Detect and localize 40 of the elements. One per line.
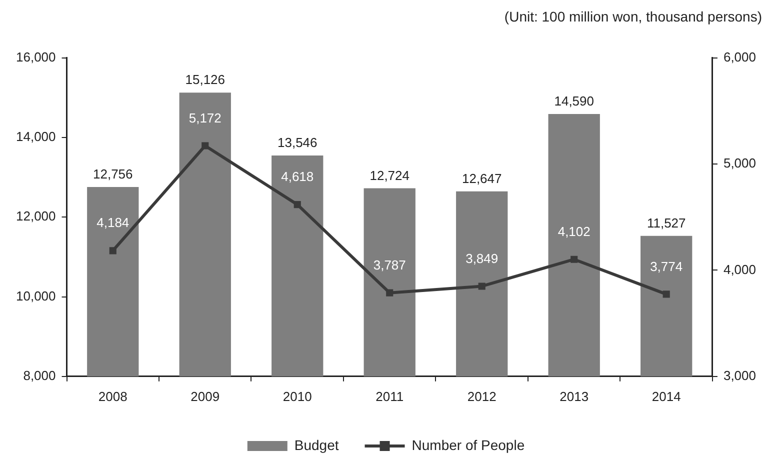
point [386,289,394,296]
point [478,282,486,290]
point [570,256,578,263]
y-tick-label: 10,000 [16,288,56,304]
data-label: 12,647 [462,170,502,186]
data-label: 13,546 [277,135,318,150]
y-tick-label: 12,000 [16,208,56,224]
data-label: 4,102 [558,224,590,239]
point [109,247,116,254]
point [294,201,301,208]
data-label: 12,724 [370,168,410,183]
legend-label: Budget [294,436,339,453]
x-tick-label: 2013 [560,388,589,404]
data-label: 12,756 [93,166,133,182]
y-tick-label: 14,000 [16,129,56,144]
y2-tick-label: 5,000 [723,156,756,171]
data-label: 4,184 [96,215,130,230]
data-label: 3,849 [466,250,498,266]
legend-label: Number of People [412,436,525,453]
y-tick-label: 8,000 [23,368,56,383]
x-tick-label: 2012 [467,388,496,404]
data-label: 11,527 [646,216,686,231]
y2-tick-label: 6,000 [723,49,756,64]
point [202,142,209,150]
data-label: 15,126 [185,72,226,88]
data-label: 3,787 [373,257,406,272]
y-tick-label: 16,000 [16,49,56,64]
y2-tick-label: 3,000 [723,368,756,383]
x-tick-label: 2010 [282,388,312,404]
data-label: 4,618 [281,169,314,184]
point [662,290,670,298]
x-tick-label: 2011 [376,388,404,404]
data-label: 3,774 [650,258,683,274]
x-tick-label: 2008 [98,388,128,404]
chart-subtitle: (Unit: 100 million won, thousand persons) [504,8,762,24]
data-label: 5,172 [188,110,222,126]
x-tick-label: 2009 [190,388,220,404]
y2-tick-label: 4,000 [723,262,756,277]
x-tick-label: 2014 [652,388,681,404]
data-label: 14,590 [554,94,594,109]
